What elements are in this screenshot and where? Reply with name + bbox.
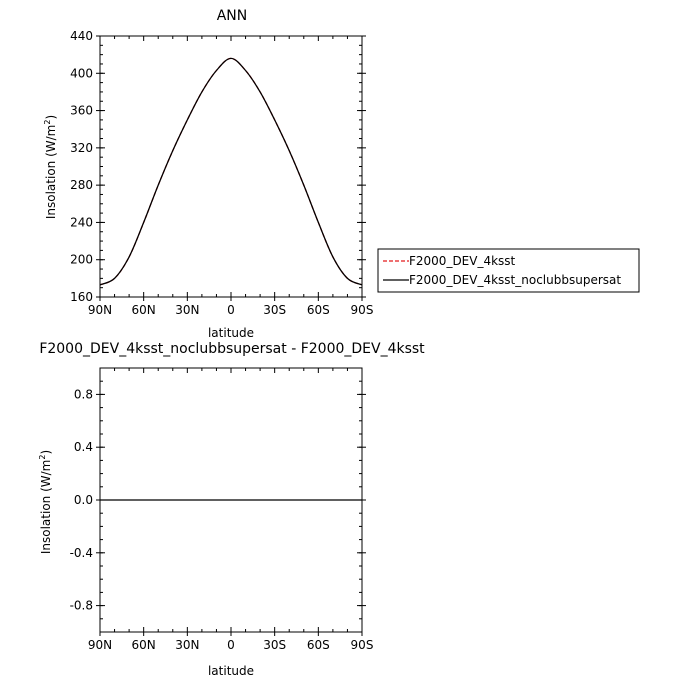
y-axis-label-tail: ) bbox=[39, 450, 53, 455]
x-tick-label: 60N bbox=[132, 303, 156, 317]
x-axis-label: latitude bbox=[208, 664, 254, 678]
x-tick-label: 90S bbox=[351, 638, 374, 652]
legend-box bbox=[377, 248, 640, 293]
difference-panel: F2000_DEV_4ksst_noclubbsupersat - F2000_… bbox=[38, 341, 425, 678]
panel-title: F2000_DEV_4ksst_noclubbsupersat - F2000_… bbox=[39, 341, 425, 357]
plot-frame bbox=[99, 35, 363, 298]
series-line-1 bbox=[99, 57, 363, 286]
y-tick-label: 440 bbox=[70, 29, 93, 43]
legend: F2000_DEV_4ksst F2000_DEV_4ksst_noclubbs… bbox=[377, 248, 640, 293]
y-tick-label: 360 bbox=[70, 104, 93, 118]
x-tick-label: 60S bbox=[307, 638, 330, 652]
x-tick-label: 30S bbox=[263, 638, 286, 652]
y-tick-label: 0.0 bbox=[74, 493, 93, 507]
y-axis-label: Insolation (W/m2) bbox=[43, 115, 58, 219]
y-tick-label: 240 bbox=[70, 215, 93, 229]
y-axis-label-main: Insolation (W/m bbox=[39, 460, 53, 555]
y-axis-label: Insolation (W/m2) bbox=[38, 450, 53, 554]
legend-label-1: F2000_DEV_4ksst_noclubbsupersat bbox=[409, 273, 621, 287]
y-tick-label: 160 bbox=[70, 290, 93, 304]
y-tick-label: 0.8 bbox=[74, 387, 93, 401]
y-axis-label-exponent: 2 bbox=[38, 455, 47, 460]
y-axis-label-main: Insolation (W/m bbox=[44, 125, 58, 220]
y-axis-label-tail: ) bbox=[44, 115, 58, 120]
plot-frame bbox=[99, 367, 363, 633]
x-tick-label: 30N bbox=[175, 303, 199, 317]
x-tick-label: 30N bbox=[175, 638, 199, 652]
x-tick-label: 60N bbox=[132, 638, 156, 652]
x-tick-label: 0 bbox=[227, 638, 235, 652]
y-tick-label: 280 bbox=[70, 178, 93, 192]
y-tick-label: 400 bbox=[70, 66, 93, 80]
y-tick-label: -0.4 bbox=[70, 546, 93, 560]
x-tick-label: 0 bbox=[227, 303, 235, 317]
y-tick-label: 0.4 bbox=[74, 440, 93, 454]
plot-marks: 90N 60N 30N 0 30S 60S 90S 160 200 240 280 320 360 400… bbox=[70, 29, 373, 317]
insolation-panel: ANN latitude Insolation (W/m2) 90N 60N 30N… bbox=[43, 8, 373, 340]
x-tick-label: 90N bbox=[88, 303, 112, 317]
x-tick-label: 90N bbox=[88, 638, 112, 652]
y-axis-label-exponent: 2 bbox=[43, 120, 52, 125]
plot-marks: 90N 60N 30N 0 30S 60S 90S -0.8 -0.4 0.0 0.4 0.8 bbox=[70, 368, 374, 652]
series-line-0 bbox=[99, 57, 363, 286]
legend-label-0: F2000_DEV_4ksst bbox=[409, 254, 516, 268]
x-tick-label: 90S bbox=[351, 303, 374, 317]
x-axis-label: latitude bbox=[208, 326, 254, 340]
y-tick-label: 320 bbox=[70, 141, 93, 155]
x-tick-label: 30S bbox=[263, 303, 286, 317]
x-tick-label: 60S bbox=[307, 303, 330, 317]
panel-title: ANN bbox=[217, 8, 248, 24]
y-tick-label: -0.8 bbox=[70, 599, 93, 613]
y-tick-label: 200 bbox=[70, 253, 93, 267]
